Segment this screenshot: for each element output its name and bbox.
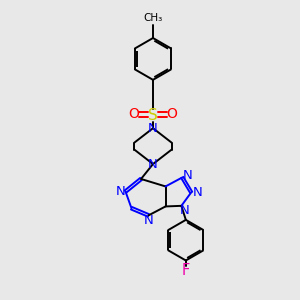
Text: N: N: [193, 186, 203, 199]
Text: N: N: [148, 122, 158, 135]
Text: N: N: [115, 185, 125, 198]
Text: CH₃: CH₃: [143, 13, 163, 23]
Text: N: N: [144, 214, 153, 227]
Text: N: N: [183, 169, 193, 182]
Text: S: S: [148, 108, 158, 123]
Text: O: O: [167, 107, 178, 121]
Text: N: N: [148, 158, 158, 170]
Text: F: F: [182, 263, 190, 278]
Text: N: N: [179, 204, 189, 217]
Text: O: O: [128, 107, 139, 121]
